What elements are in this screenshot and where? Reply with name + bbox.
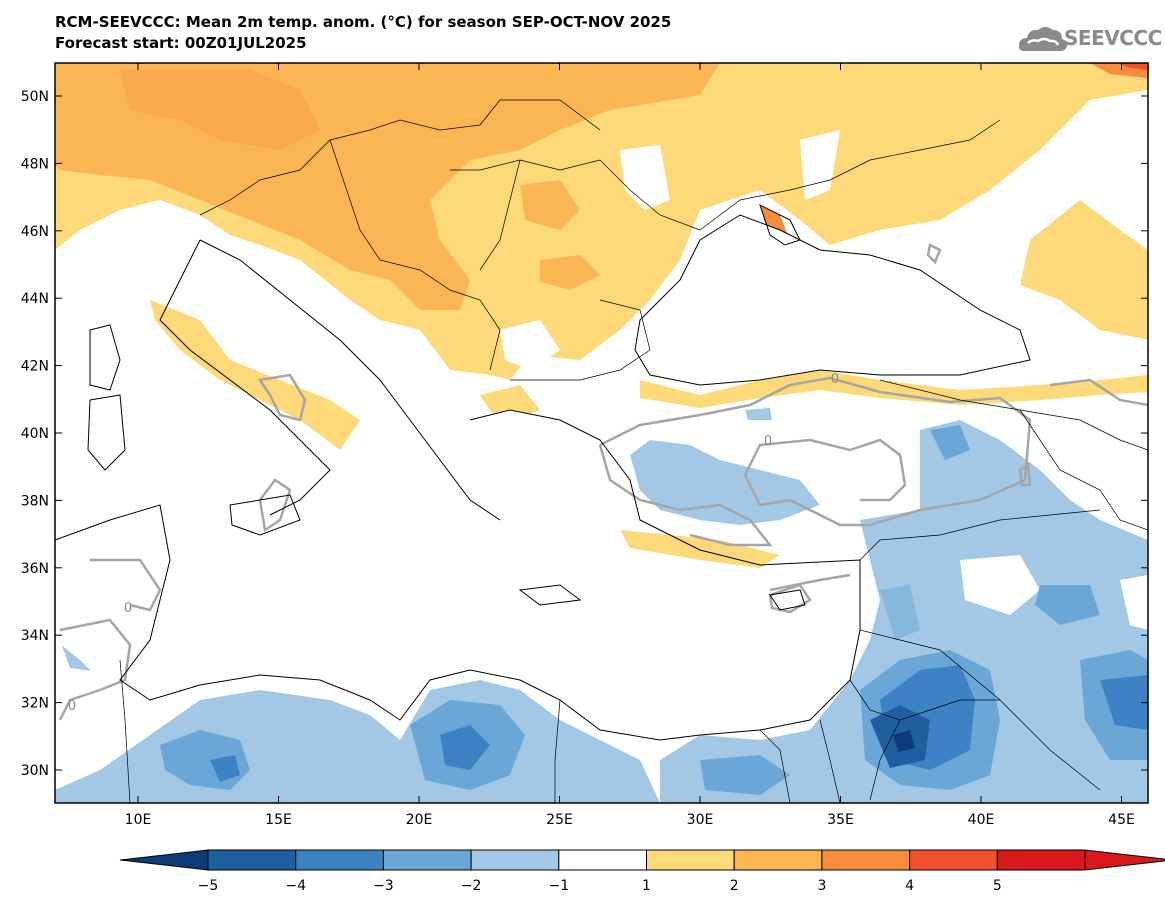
tyrrhenian-sea bbox=[130, 340, 300, 500]
lon-tick-label: 40E bbox=[968, 812, 995, 828]
lat-tick-label: 38N bbox=[21, 493, 49, 509]
mediterranean-sea bbox=[55, 450, 860, 740]
colorbar-label: 3 bbox=[817, 878, 826, 894]
colorbar-segment bbox=[909, 849, 998, 871]
country-borders bbox=[119, 99, 1148, 803]
colorbar-segment bbox=[207, 849, 297, 871]
warm-region-italy bbox=[150, 300, 360, 450]
lat-tick-label: 44N bbox=[21, 291, 49, 307]
lat-tick-label: 34N bbox=[21, 628, 49, 644]
lat-tick-label: 42N bbox=[21, 359, 49, 375]
logo-text: SEEVCCC bbox=[1064, 26, 1162, 50]
colorbar-segment bbox=[470, 849, 560, 871]
anomaly-field: 0 0 0 0 bbox=[55, 63, 1148, 803]
svg-text:0: 0 bbox=[68, 699, 76, 714]
lat-tick-label: 50N bbox=[21, 89, 49, 105]
title-line2: Forecast start: 00Z01JUL2025 bbox=[55, 34, 307, 52]
lat-tick-label: 46N bbox=[21, 224, 49, 240]
colorbar-label: 2 bbox=[730, 878, 739, 894]
lon-tick-label: 25E bbox=[546, 812, 573, 828]
colorbar-segment bbox=[382, 849, 472, 871]
lon-tick-label: 15E bbox=[265, 812, 292, 828]
lat-tick-label: 48N bbox=[21, 156, 49, 172]
title-line1: RCM-SEEVCCC: Mean 2m temp. anom. (°C) fo… bbox=[55, 13, 672, 31]
colorbar-label: −2 bbox=[461, 878, 482, 894]
colorbar-label: −4 bbox=[285, 878, 306, 894]
map-title: RCM-SEEVCCC: Mean 2m temp. anom. (°C) fo… bbox=[55, 12, 671, 54]
colorbar-label: −1 bbox=[548, 878, 569, 894]
colorbar-segment bbox=[295, 849, 384, 871]
adriatic-sea bbox=[200, 240, 410, 440]
colorbar-segment bbox=[821, 849, 911, 871]
colorbar-segment bbox=[996, 849, 1086, 871]
lat-tick-label: 32N bbox=[21, 696, 49, 712]
lat-tick-label: 36N bbox=[21, 561, 49, 577]
svg-text:0: 0 bbox=[124, 601, 132, 616]
lon-tick-label: 10E bbox=[125, 812, 152, 828]
lat-tick-label: 40N bbox=[21, 426, 49, 442]
latitude-axis: 50N 48N 46N 44N 42N 40N 38N 36N 34N 32N 30N bbox=[21, 89, 1148, 779]
colorbar-label: −3 bbox=[373, 878, 394, 894]
coastlines bbox=[55, 204, 1031, 741]
zero-contours bbox=[58, 243, 1148, 721]
svg-text:0: 0 bbox=[831, 372, 839, 387]
colorbar-label: 5 bbox=[993, 878, 1002, 894]
colorbar-over-arrow bbox=[1084, 849, 1165, 871]
black-sea bbox=[635, 215, 1030, 385]
colorbar: −5 −4 −3 −2 −1 1 2 3 4 5 bbox=[119, 849, 1165, 894]
colorbar-label: 4 bbox=[905, 878, 914, 894]
colorbar-label: −5 bbox=[198, 878, 219, 894]
lon-tick-label: 35E bbox=[827, 812, 854, 828]
colorbar-label: 1 bbox=[642, 878, 651, 894]
aegean-sea bbox=[470, 410, 640, 540]
contour-labels: 0 0 0 0 bbox=[68, 372, 839, 714]
lon-tick-label: 45E bbox=[1108, 812, 1135, 828]
lon-tick-label: 20E bbox=[406, 812, 433, 828]
lat-tick-label: 30N bbox=[21, 763, 49, 779]
colorbar-under-arrow bbox=[119, 849, 209, 871]
colorbar-segment bbox=[646, 849, 735, 871]
cloud-icon bbox=[1018, 27, 1068, 51]
svg-text:0: 0 bbox=[764, 434, 772, 449]
longitude-axis: 10E 15E 20E 25E 30E 35E 40E 45E bbox=[125, 63, 1135, 828]
colorbar-segment bbox=[733, 849, 823, 871]
lon-tick-label: 30E bbox=[687, 812, 714, 828]
colorbar-segment bbox=[558, 849, 647, 871]
